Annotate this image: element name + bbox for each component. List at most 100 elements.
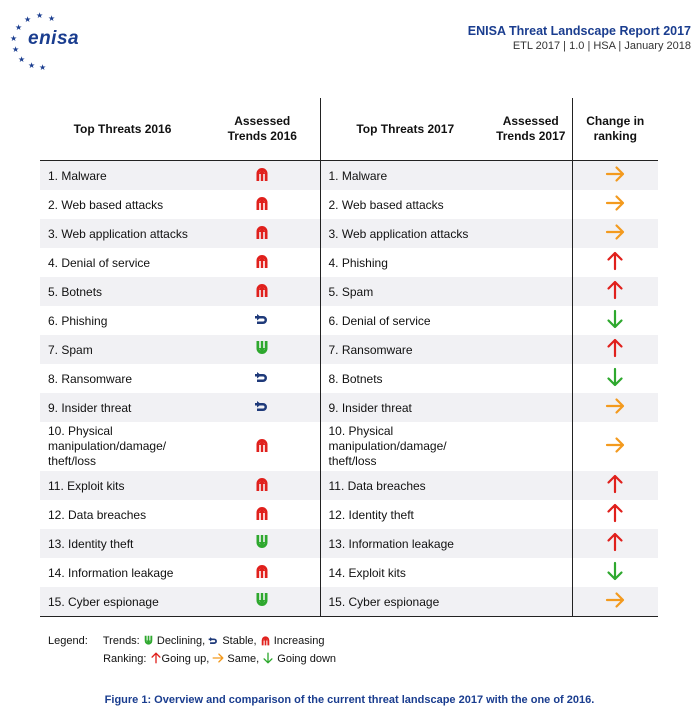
report-meta: ETL 2017 | 1.0 | HSA | January 2018	[512, 40, 691, 52]
table-row: 12. Data breaches 12. Identity theft	[40, 500, 658, 529]
change-in-ranking	[572, 587, 658, 617]
arrow-up-icon	[150, 652, 162, 665]
header-trends-2016: Assessed Trends 2016	[205, 98, 321, 161]
increasing-icon	[254, 565, 270, 582]
table-row: 5. Botnets 5. Spam	[40, 277, 658, 306]
threat-2016: 8. Ransomware	[48, 371, 133, 386]
increasing-icon	[254, 438, 270, 456]
arrow-up-icon	[605, 474, 625, 497]
trend-2016	[205, 219, 321, 248]
legend-ranking-label: Ranking:	[103, 653, 147, 665]
threat-2017: 8. Botnets	[328, 371, 383, 386]
threat-2017: 14. Exploit kits	[328, 565, 406, 580]
trend-2017	[490, 306, 573, 335]
arrow-up-icon	[605, 503, 625, 526]
trend-2017	[490, 558, 573, 587]
threat-2017: 2. Web based attacks	[328, 197, 444, 212]
increasing-icon	[254, 226, 270, 243]
threat-2016: 6. Phishing	[48, 313, 108, 328]
threat-2017: 13. Information leakage	[320, 529, 490, 558]
threat-2017: 6. Denial of service	[328, 313, 431, 328]
legend-trends-label: Trends:	[102, 635, 140, 647]
svg-text:★: ★	[24, 15, 31, 24]
trend-2016	[205, 364, 321, 393]
threat-2017: 10. Physical manipulation/damage/ theft/…	[328, 424, 447, 468]
report-title: ENISA Threat Landscape Report 2017	[467, 24, 691, 38]
threat-2017: 15. Cyber espionage	[320, 587, 490, 617]
legend-label: Legend:	[48, 635, 88, 647]
arrow-right-icon	[605, 166, 625, 187]
threat-2017: 11. Data breaches	[320, 471, 490, 500]
trend-2016	[205, 335, 321, 364]
arrow-down-icon	[262, 652, 274, 665]
trend-2017	[490, 277, 573, 306]
enisa-logo-stars: ★ ★ ★ ★ ★ ★ ★ ★ ★	[10, 11, 55, 72]
increasing-icon	[254, 478, 270, 495]
header-trends-2017: Assessed Trends 2017	[490, 98, 573, 161]
svg-text:★: ★	[48, 14, 55, 23]
trend-2016	[205, 160, 321, 190]
declining-icon	[143, 635, 154, 647]
arrow-up-icon	[605, 251, 625, 274]
trend-2016	[205, 529, 321, 558]
increasing-icon	[254, 284, 270, 301]
svg-text:★: ★	[12, 45, 19, 54]
increasing-icon	[254, 255, 270, 272]
arrow-up-icon	[605, 338, 625, 361]
change-in-ranking	[572, 364, 658, 393]
legend: Legend: Trends: Declining, Stable, Incre…	[48, 632, 336, 668]
change-in-ranking	[572, 500, 658, 529]
change-in-ranking	[572, 422, 658, 471]
table-row: 10. Physical manipulation/damage/ theft/…	[40, 422, 658, 471]
trend-2016	[205, 422, 321, 471]
threat-2017: 9. Insider threat	[320, 393, 490, 422]
increasing-icon	[260, 635, 271, 647]
trend-2016	[205, 248, 321, 277]
increasing-icon	[254, 197, 270, 214]
svg-text:★: ★	[39, 63, 46, 72]
arrow-right-icon	[605, 224, 625, 245]
arrow-right-icon	[212, 653, 224, 665]
trend-2016	[205, 558, 321, 587]
threat-2016: 10. Physical manipulation/damage/ theft/…	[48, 424, 167, 468]
header-change-in-ranking: Change in ranking	[572, 98, 658, 161]
threat-comparison-table: Top Threats 2016 Assessed Trends 2016 To…	[40, 98, 658, 617]
threat-2016: 7. Spam	[40, 335, 205, 364]
threat-2016: 3. Web application attacks	[40, 219, 205, 248]
arrow-up-icon	[605, 532, 625, 555]
threat-2016: 1. Malware	[40, 160, 205, 190]
change-in-ranking	[572, 393, 658, 422]
svg-text:★: ★	[28, 61, 35, 70]
arrow-up-icon	[605, 280, 625, 303]
threat-2017: 5. Spam	[320, 277, 490, 306]
change-in-ranking	[572, 219, 658, 248]
threat-2016: 9. Insider threat	[40, 393, 205, 422]
trend-2017	[490, 364, 573, 393]
trend-2016	[205, 190, 321, 219]
trend-2017	[490, 335, 573, 364]
table-row: 3. Web application attacks 3. Web applica…	[40, 219, 658, 248]
increasing-icon	[254, 507, 270, 524]
change-in-ranking	[572, 160, 658, 190]
svg-text:★: ★	[18, 55, 25, 64]
arrow-down-icon	[605, 367, 625, 390]
change-in-ranking	[572, 277, 658, 306]
table-row: 2. Web based attacks 2. Web based attacks	[40, 190, 658, 219]
declining-icon	[254, 593, 270, 611]
threat-2017: 12. Identity theft	[328, 507, 414, 522]
arrow-right-icon	[605, 592, 625, 613]
arrow-down-icon	[605, 309, 625, 332]
header-top-threats-2017: Top Threats 2017	[320, 98, 490, 161]
threat-2016: 11. Exploit kits	[40, 471, 205, 500]
table-row: 9. Insider threat 9. Insider threat	[40, 393, 658, 422]
svg-text:★: ★	[10, 34, 17, 43]
trend-2016	[205, 471, 321, 500]
declining-icon	[254, 535, 270, 553]
trend-2017	[490, 529, 573, 558]
threat-2017: 4. Phishing	[328, 255, 388, 270]
table-row: 6. Phishing 6. Denial of service	[40, 306, 658, 335]
table-row: 4. Denial of service 4. Phishing	[40, 248, 658, 277]
threat-2016: 15. Cyber espionage	[40, 587, 205, 617]
change-in-ranking	[572, 335, 658, 364]
trend-2016	[205, 306, 321, 335]
